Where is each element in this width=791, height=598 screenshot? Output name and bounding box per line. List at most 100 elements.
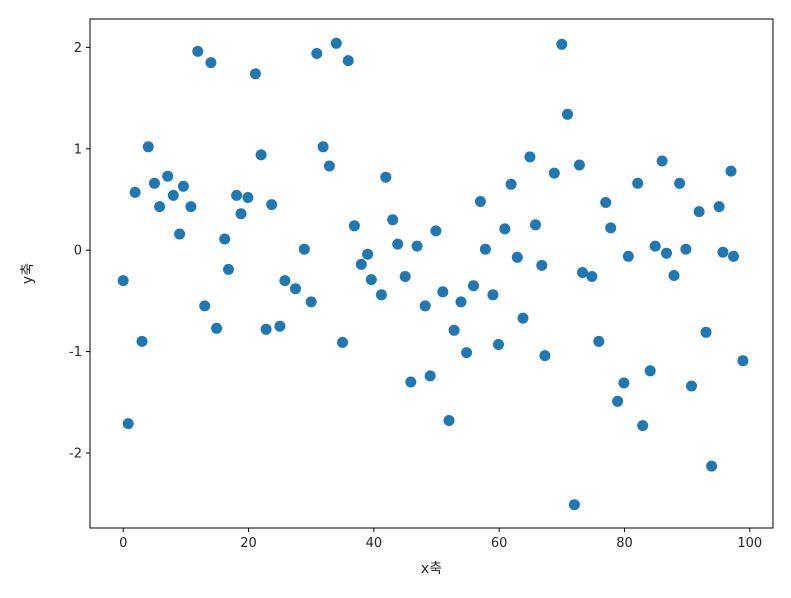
scatter-point <box>468 280 479 292</box>
scatter-point <box>530 219 541 231</box>
scatter-point <box>668 270 680 281</box>
scatter-point <box>728 250 739 262</box>
scatter-point <box>231 189 243 201</box>
scatter-point <box>737 355 749 367</box>
scatter-point <box>717 246 729 258</box>
scatter-point <box>686 380 697 392</box>
scatter-point <box>605 222 617 234</box>
scatter-point <box>129 186 141 198</box>
scatter-point <box>305 296 317 308</box>
scatter-point <box>437 286 449 298</box>
scatter-point <box>136 335 148 347</box>
scatter-point <box>680 243 692 255</box>
scatter-point <box>424 370 436 382</box>
scatter-point <box>511 251 523 263</box>
scatter-point <box>548 167 560 179</box>
scatter-point <box>505 178 517 190</box>
scatter-point <box>725 165 737 177</box>
scatter-point <box>154 201 166 213</box>
x-tick-label: 80 <box>616 536 633 551</box>
scatter-point <box>706 460 718 472</box>
scatter-point <box>632 177 644 189</box>
scatter-point <box>167 189 179 201</box>
x-tick-label: 100 <box>737 536 762 551</box>
scatter-point <box>568 499 580 511</box>
scatter-point <box>562 108 573 120</box>
scatter-point <box>290 283 301 295</box>
x-axis-label: x축 <box>421 561 442 577</box>
y-tick-label: 0 <box>74 244 82 259</box>
scatter-point <box>411 240 423 252</box>
scatter-point <box>487 289 499 301</box>
scatter-point <box>573 159 585 171</box>
axis-ticks: 0 20 40 60 80 100 -2 -1 0 1 2 <box>69 41 762 551</box>
scatter-point <box>162 170 174 182</box>
scatter-point <box>235 208 247 220</box>
scatter-point <box>536 259 548 271</box>
scatter-point <box>362 248 374 260</box>
scatter-point <box>577 267 588 278</box>
scatter-point <box>479 243 491 255</box>
scatter-point <box>405 376 417 388</box>
scatter-point <box>260 323 272 335</box>
scatter-point <box>499 223 511 235</box>
scatter-point <box>149 177 160 189</box>
scatter-point <box>455 296 467 308</box>
scatter-point <box>419 300 431 312</box>
scatter-point <box>618 377 630 389</box>
scatter-point <box>448 324 460 336</box>
scatter-point <box>637 420 649 432</box>
scatter-point <box>211 322 223 334</box>
scatter-point <box>474 196 486 207</box>
scatter-point <box>600 197 612 208</box>
scatter-point <box>593 335 605 347</box>
scatter-point <box>192 45 204 57</box>
scatter-point <box>142 141 154 153</box>
x-tick-label: 0 <box>119 536 127 551</box>
scatter-point <box>279 275 291 287</box>
x-tick-label: 20 <box>240 536 257 551</box>
scatter-point <box>249 68 261 80</box>
scatter-point <box>205 57 217 69</box>
scatter-points <box>117 37 749 511</box>
scatter-point <box>375 289 387 301</box>
scatter-point <box>693 206 705 218</box>
scatter-point <box>700 326 712 338</box>
scatter-point <box>443 415 455 426</box>
x-tick-label: 40 <box>366 536 383 551</box>
scatter-point <box>330 37 342 49</box>
scatter-point <box>399 271 411 282</box>
scatter-point <box>713 201 725 213</box>
scatter-point <box>556 38 568 50</box>
scatter-point <box>337 336 348 348</box>
scatter-point <box>117 275 129 287</box>
scatter-point <box>185 201 197 213</box>
scatter-point <box>242 192 254 203</box>
scatter-point <box>524 151 536 163</box>
scatter-point <box>219 233 231 245</box>
scatter-point <box>674 177 686 189</box>
y-tick-label: -1 <box>69 345 82 360</box>
scatter-point <box>223 263 234 275</box>
scatter-point <box>612 395 624 407</box>
scatter-point <box>622 250 634 262</box>
scatter-point <box>317 141 329 153</box>
scatter-point <box>517 312 529 324</box>
scatter-point <box>493 339 504 350</box>
scatter-point <box>649 240 661 252</box>
scatter-point <box>311 48 323 59</box>
scatter-point <box>661 247 672 259</box>
scatter-point <box>274 320 286 332</box>
y-tick-label: -2 <box>69 446 82 461</box>
plot-spines <box>89 18 774 529</box>
y-axis-label: y축 <box>20 263 36 284</box>
scatter-point <box>177 180 189 192</box>
scatter-point <box>586 271 598 282</box>
scatter-point <box>174 228 186 240</box>
scatter-point <box>199 300 211 312</box>
plot-area <box>89 18 774 529</box>
y-tick-label: 1 <box>74 142 82 157</box>
scatter-point <box>348 220 360 232</box>
scatter-point <box>539 350 551 362</box>
